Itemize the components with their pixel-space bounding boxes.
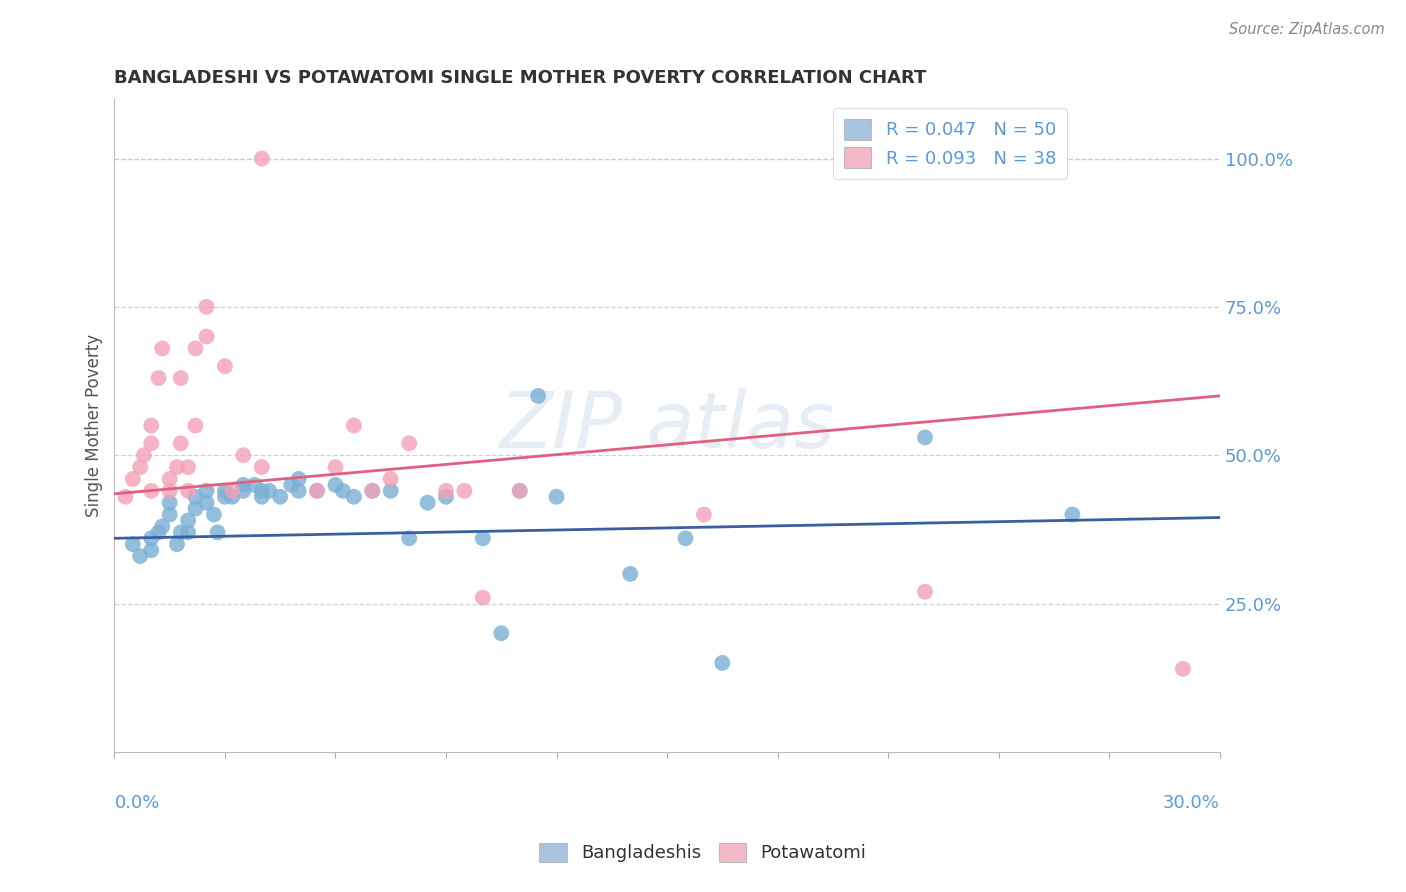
Point xyxy=(305,483,328,498)
Point xyxy=(250,460,273,475)
Point xyxy=(675,531,697,545)
Point xyxy=(232,483,254,498)
Point xyxy=(269,490,291,504)
Y-axis label: Single Mother Poverty: Single Mother Poverty xyxy=(86,334,103,517)
Point xyxy=(177,525,200,540)
Point xyxy=(619,566,641,581)
Point xyxy=(471,531,494,545)
Point xyxy=(150,342,173,356)
Point xyxy=(416,496,439,510)
Point xyxy=(195,496,218,510)
Legend: Bangladeshis, Potawatomi: Bangladeshis, Potawatomi xyxy=(533,836,873,870)
Point xyxy=(202,508,225,522)
Point xyxy=(509,483,531,498)
Text: 0.0%: 0.0% xyxy=(114,795,160,813)
Point xyxy=(170,525,193,540)
Point xyxy=(361,483,384,498)
Point xyxy=(914,584,936,599)
Text: 30.0%: 30.0% xyxy=(1163,795,1220,813)
Point xyxy=(280,478,302,492)
Point xyxy=(380,472,402,486)
Point xyxy=(1171,662,1194,676)
Point xyxy=(232,448,254,462)
Point xyxy=(332,483,354,498)
Point xyxy=(305,483,328,498)
Text: ZIP atlas: ZIP atlas xyxy=(499,387,835,464)
Point xyxy=(170,371,193,385)
Point xyxy=(380,483,402,498)
Point xyxy=(184,501,207,516)
Point xyxy=(398,531,420,545)
Point xyxy=(914,430,936,444)
Point xyxy=(132,448,155,462)
Point xyxy=(184,418,207,433)
Point xyxy=(232,478,254,492)
Point xyxy=(177,514,200,528)
Point xyxy=(166,460,188,475)
Point xyxy=(214,359,236,374)
Point xyxy=(159,472,181,486)
Point xyxy=(177,483,200,498)
Point xyxy=(195,329,218,343)
Point xyxy=(184,342,207,356)
Point xyxy=(491,626,513,640)
Point xyxy=(343,418,366,433)
Text: BANGLADESHI VS POTAWATOMI SINGLE MOTHER POVERTY CORRELATION CHART: BANGLADESHI VS POTAWATOMI SINGLE MOTHER … xyxy=(114,69,927,87)
Point xyxy=(471,591,494,605)
Point xyxy=(527,389,550,403)
Point xyxy=(250,152,273,166)
Point xyxy=(214,483,236,498)
Point xyxy=(184,490,207,504)
Point xyxy=(243,478,266,492)
Point xyxy=(121,472,143,486)
Point xyxy=(207,525,229,540)
Point xyxy=(159,508,181,522)
Point xyxy=(129,460,152,475)
Point xyxy=(141,531,163,545)
Point xyxy=(221,490,243,504)
Point xyxy=(325,478,347,492)
Text: Source: ZipAtlas.com: Source: ZipAtlas.com xyxy=(1229,22,1385,37)
Point xyxy=(121,537,143,551)
Point xyxy=(129,549,152,563)
Point xyxy=(114,490,136,504)
Point xyxy=(453,483,475,498)
Point xyxy=(159,483,181,498)
Point xyxy=(166,537,188,551)
Point xyxy=(148,525,170,540)
Point xyxy=(343,490,366,504)
Point xyxy=(195,300,218,314)
Point xyxy=(434,483,457,498)
Point xyxy=(257,483,280,498)
Point xyxy=(434,490,457,504)
Point xyxy=(250,490,273,504)
Point xyxy=(361,483,384,498)
Point xyxy=(287,483,309,498)
Point xyxy=(509,483,531,498)
Point xyxy=(141,543,163,558)
Point xyxy=(693,508,716,522)
Point xyxy=(141,436,163,450)
Point xyxy=(398,436,420,450)
Point xyxy=(150,519,173,533)
Point xyxy=(250,483,273,498)
Point xyxy=(221,483,243,498)
Point xyxy=(214,490,236,504)
Point xyxy=(711,656,734,670)
Point xyxy=(141,418,163,433)
Point xyxy=(159,496,181,510)
Point xyxy=(287,472,309,486)
Point xyxy=(170,436,193,450)
Point xyxy=(546,490,568,504)
Legend: R = 0.047   N = 50, R = 0.093   N = 38: R = 0.047 N = 50, R = 0.093 N = 38 xyxy=(834,108,1067,178)
Point xyxy=(325,460,347,475)
Point xyxy=(195,483,218,498)
Point xyxy=(141,483,163,498)
Point xyxy=(1062,508,1084,522)
Point xyxy=(148,371,170,385)
Point xyxy=(177,460,200,475)
